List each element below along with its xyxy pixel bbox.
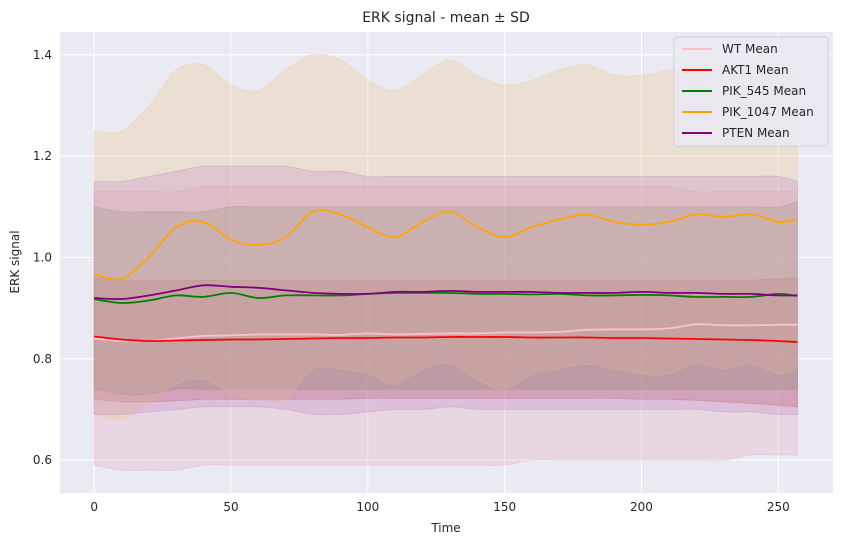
mean-line xyxy=(94,209,798,281)
sd-band xyxy=(93,185,798,471)
x-tick-label: 200 xyxy=(630,500,653,514)
x-axis-ticks: 0 50 100 150 200 250 xyxy=(90,500,789,514)
y-tick-label: 1.4 xyxy=(33,48,52,62)
y-axis-ticks: 0.6 0.8 1.0 1.2 1.4 xyxy=(33,48,52,467)
chart-title: ERK signal - mean ± SD xyxy=(362,10,530,26)
y-tick-label: 1.2 xyxy=(33,149,52,163)
x-axis-label: Time xyxy=(430,521,460,535)
legend-label: PIK_1047 Mean xyxy=(722,105,814,119)
legend-label: PIK_545 Mean xyxy=(722,84,806,98)
sd-band xyxy=(93,201,798,396)
x-tick-label: 0 xyxy=(90,500,98,514)
x-tick-label: 100 xyxy=(356,500,379,514)
y-tick-label: 0.6 xyxy=(33,453,52,467)
legend-box xyxy=(673,36,829,147)
sd-band xyxy=(93,53,798,421)
legend-label: PTEN Mean xyxy=(722,126,790,140)
mean-lines xyxy=(94,209,798,343)
y-axis-label: ERK signal xyxy=(8,230,22,293)
y-tick-label: 0.8 xyxy=(33,352,52,366)
mean-line xyxy=(94,291,798,304)
legend-label: WT Mean xyxy=(722,42,778,56)
sd-band xyxy=(93,277,798,408)
legend-label: AKT1 Mean xyxy=(722,63,789,77)
y-tick-label: 1.0 xyxy=(33,250,52,264)
x-tick-label: 150 xyxy=(493,500,516,514)
x-tick-label: 250 xyxy=(767,500,790,514)
x-tick-label: 50 xyxy=(223,500,238,514)
legend: WT Mean AKT1 Mean PIK_545 Mean PIK_1047 Mea… xyxy=(673,36,829,147)
mean-line xyxy=(94,323,798,343)
mean-line xyxy=(94,284,798,300)
mean-line xyxy=(94,335,798,343)
